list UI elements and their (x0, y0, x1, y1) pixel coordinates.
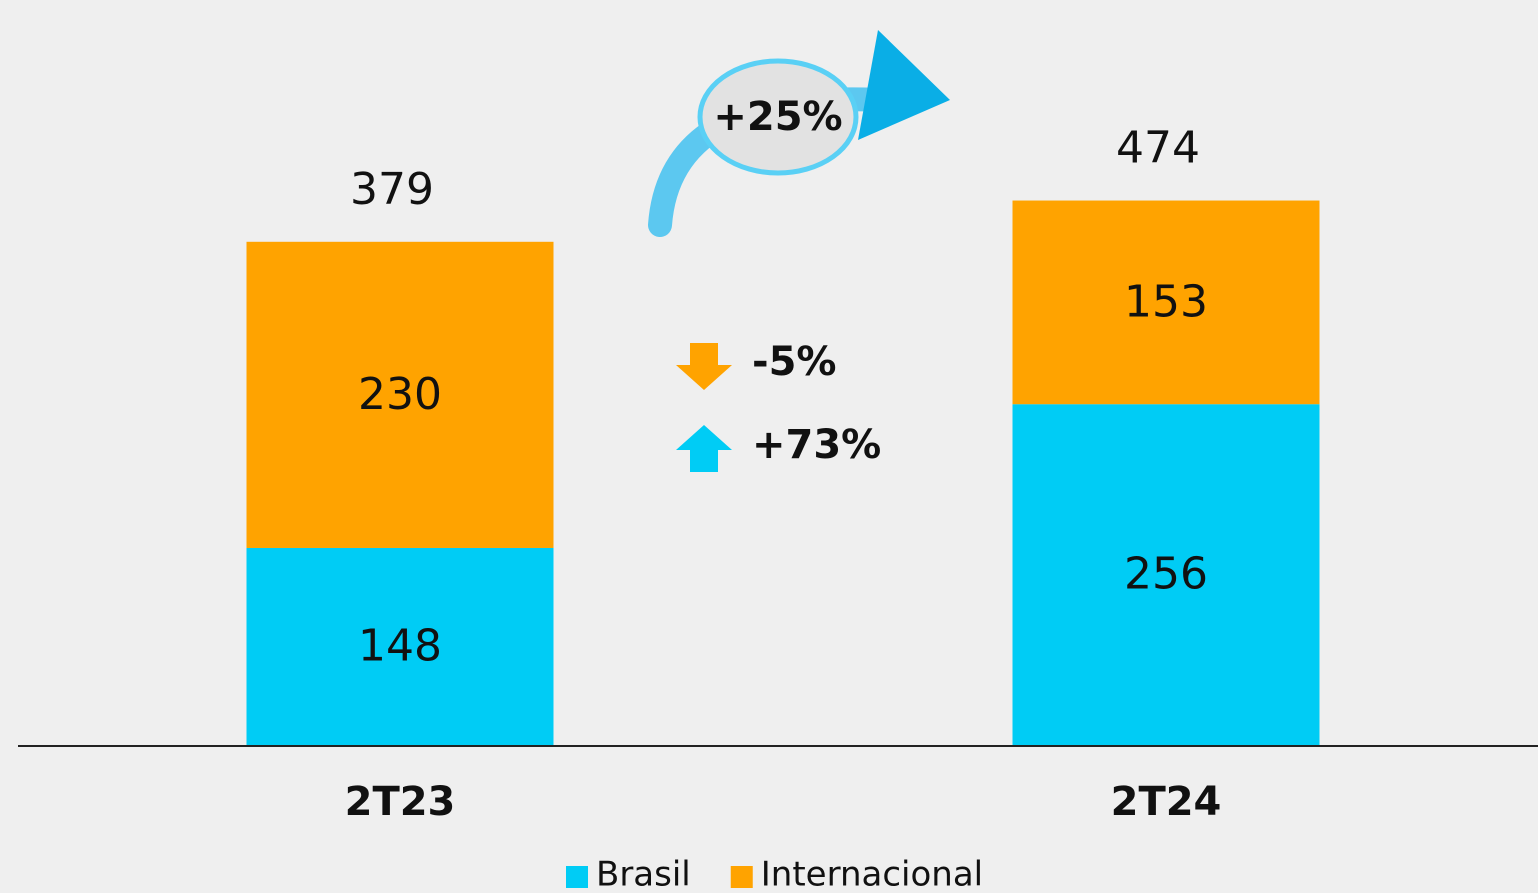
down-arrow (676, 343, 732, 390)
up-arrow (676, 425, 732, 472)
legend-label: Brasil (596, 855, 691, 890)
bar-segment (246, 547, 554, 745)
bar-segment (246, 241, 554, 548)
change-label: -5% (752, 339, 837, 385)
legend-label: Internacional (761, 855, 983, 890)
growth-bubble (697, 58, 859, 176)
bar-segment (1012, 200, 1320, 405)
legend-swatch (730, 866, 753, 888)
value-label: 153 (1124, 276, 1208, 327)
change-label: +73% (752, 422, 881, 468)
growth-arrowhead (858, 30, 950, 140)
bar-segment (1012, 404, 1320, 745)
x-tick-label: 2T24 (1111, 779, 1222, 825)
growth-label: +25% (713, 94, 842, 140)
value-label: 148 (358, 620, 442, 671)
value-label: 230 (358, 369, 442, 420)
legend-swatch (566, 866, 588, 888)
total-label: 474 (1116, 123, 1200, 174)
value-label: 256 (1124, 549, 1208, 600)
x-tick-label: 2T23 (345, 779, 456, 825)
total-label: 379 (350, 164, 434, 215)
